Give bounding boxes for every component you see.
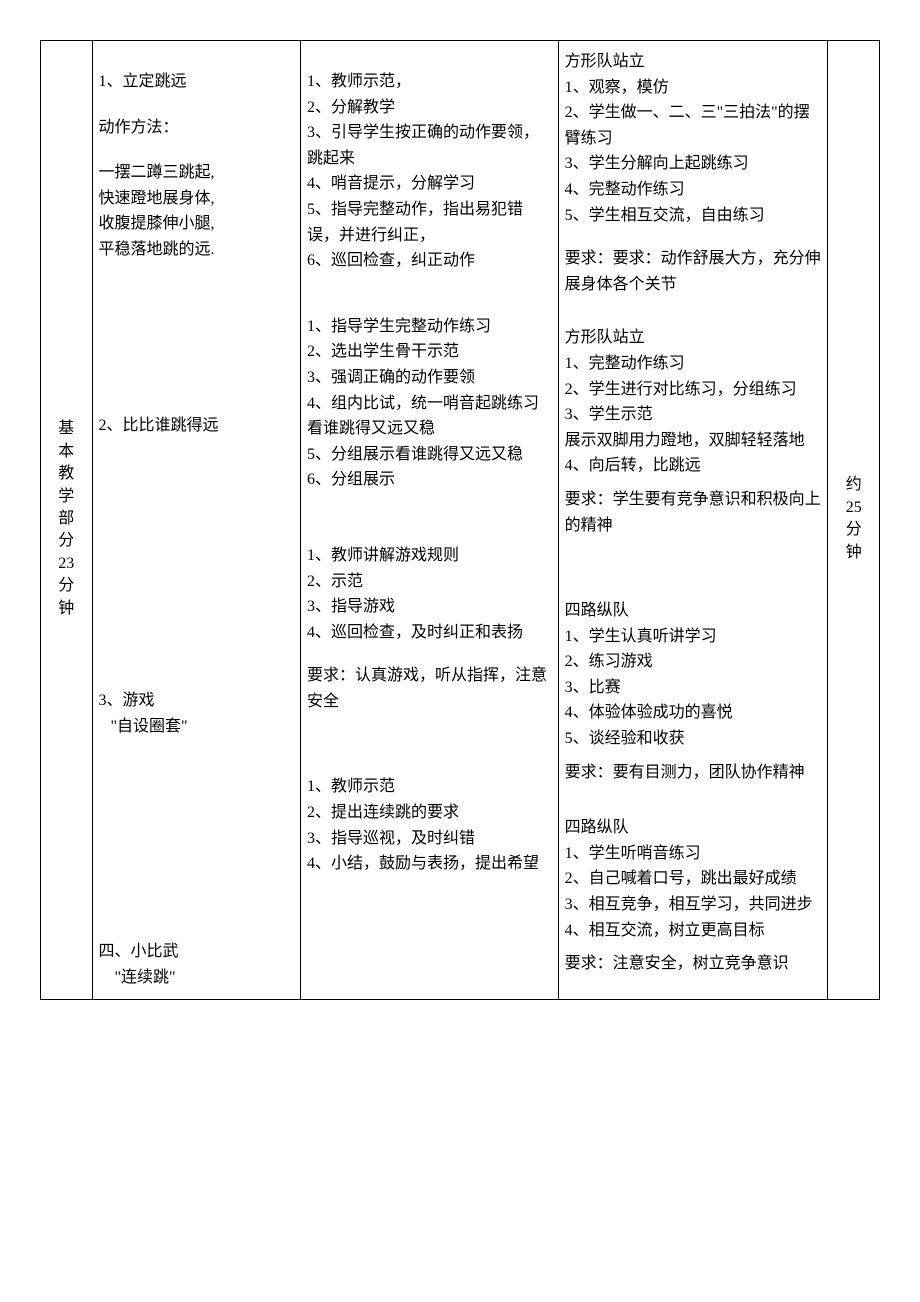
section-title: 四、小比武 "连续跳" xyxy=(99,939,295,990)
lesson-table: 基本教学部分23分钟 1、立定跳远 动作方法： 一摆二蹲三跳起, 快速蹬地展身体… xyxy=(40,40,880,1000)
section-sub2: 一摆二蹲三跳起, 快速蹬地展身体, 收腹提膝伸小腿, 平稳落地跳的远. xyxy=(99,160,295,262)
content-section-2: 2、比比谁跳得远 xyxy=(99,413,295,439)
teacher-cell: 1、教师示范， 2、分解教学 3、引导学生按正确的动作要领，跳起来 4、哨音提示… xyxy=(301,41,559,1000)
lesson-plan-page: 基本教学部分23分钟 1、立定跳远 动作方法： 一摆二蹲三跳起, 快速蹬地展身体… xyxy=(40,40,880,1000)
student-req: 要求：学生要有竞争意识和积极向上的精神 xyxy=(565,487,822,538)
student-section-2: 方形队站立 1、完整动作练习 2、学生进行对比练习，分组练习 3、学生示范 展示… xyxy=(565,325,822,538)
teacher-body: 1、指导学生完整动作练习 2、选出学生骨干示范 3、强调正确的动作要领 4、组内… xyxy=(307,314,552,493)
section-title: 2、比比谁跳得远 xyxy=(99,413,295,439)
row-label-cell: 基本教学部分23分钟 xyxy=(41,41,93,1000)
teacher-section-1: 1、教师示范， 2、分解教学 3、引导学生按正确的动作要领，跳起来 4、哨音提示… xyxy=(307,69,552,274)
table-row: 基本教学部分23分钟 1、立定跳远 动作方法： 一摆二蹲三跳起, 快速蹬地展身体… xyxy=(41,41,880,1000)
student-section-4: 四路纵队 1、学生听哨音练习 2、自己喊着口号，跳出最好成绩 3、相互竞争，相互… xyxy=(565,815,822,977)
student-body: 1、学生认真听讲学习 2、练习游戏 3、比赛 4、体验体验成功的喜悦 5、谈经验… xyxy=(565,624,822,752)
teacher-req: 要求：认真游戏，听从指挥，注意安全 xyxy=(307,663,552,714)
student-req: 要求：要有目测力，团队协作精神 xyxy=(565,760,822,786)
student-body: 1、观察，模仿 2、学生做一、二、三"三拍法"的摆臂练习 3、学生分解向上起跳练… xyxy=(565,75,822,229)
student-head: 方形队站立 xyxy=(565,325,822,351)
student-head: 四路纵队 xyxy=(565,598,822,624)
row-label: 基本教学部分23分钟 xyxy=(58,418,74,620)
student-head: 方形队站立 xyxy=(565,49,822,75)
teacher-section-4: 1、教师示范 2、提出连续跳的要求 3、指导巡视，及时纠错 4、小结，鼓励与表扬… xyxy=(307,774,552,876)
student-body: 1、完整动作练习 2、学生进行对比练习，分组练习 3、学生示范 展示双脚用力蹬地… xyxy=(565,351,822,479)
student-req: 要求：要求：动作舒展大方，充分伸展身体各个关节 xyxy=(565,246,822,297)
student-req: 要求：注意安全，树立竞争意识 xyxy=(565,951,822,977)
section-title: 3、游戏 "自设圈套" xyxy=(99,688,295,739)
content-section-1: 1、立定跳远 动作方法： 一摆二蹲三跳起, 快速蹬地展身体, 收腹提膝伸小腿, … xyxy=(99,69,295,263)
section-title: 1、立定跳远 xyxy=(99,69,295,95)
teacher-body: 1、教师示范， 2、分解教学 3、引导学生按正确的动作要领，跳起来 4、哨音提示… xyxy=(307,69,552,274)
content-cell: 1、立定跳远 动作方法： 一摆二蹲三跳起, 快速蹬地展身体, 收腹提膝伸小腿, … xyxy=(92,41,301,1000)
teacher-body: 1、教师讲解游戏规则 2、示范 3、指导游戏 4、巡回检查，及时纠正和表扬 xyxy=(307,543,552,645)
teacher-section-2: 1、指导学生完整动作练习 2、选出学生骨干示范 3、强调正确的动作要领 4、组内… xyxy=(307,314,552,493)
content-section-3: 3、游戏 "自设圈套" xyxy=(99,688,295,739)
student-section-3: 四路纵队 1、学生认真听讲学习 2、练习游戏 3、比赛 4、体验体验成功的喜悦 … xyxy=(565,598,822,785)
time-label: 约25分钟 xyxy=(846,474,862,564)
teacher-section-3: 1、教师讲解游戏规则 2、示范 3、指导游戏 4、巡回检查，及时纠正和表扬 要求… xyxy=(307,543,552,715)
time-cell: 约25分钟 xyxy=(828,41,880,1000)
student-cell: 方形队站立 1、观察，模仿 2、学生做一、二、三"三拍法"的摆臂练习 3、学生分… xyxy=(558,41,828,1000)
student-head: 四路纵队 xyxy=(565,815,822,841)
content-section-4: 四、小比武 "连续跳" xyxy=(99,939,295,990)
student-section-1: 方形队站立 1、观察，模仿 2、学生做一、二、三"三拍法"的摆臂练习 3、学生分… xyxy=(565,49,822,297)
teacher-body: 1、教师示范 2、提出连续跳的要求 3、指导巡视，及时纠错 4、小结，鼓励与表扬… xyxy=(307,774,552,876)
student-body: 1、学生听哨音练习 2、自己喊着口号，跳出最好成绩 3、相互竞争，相互学习，共同… xyxy=(565,841,822,943)
section-sub: 动作方法： xyxy=(99,115,295,141)
